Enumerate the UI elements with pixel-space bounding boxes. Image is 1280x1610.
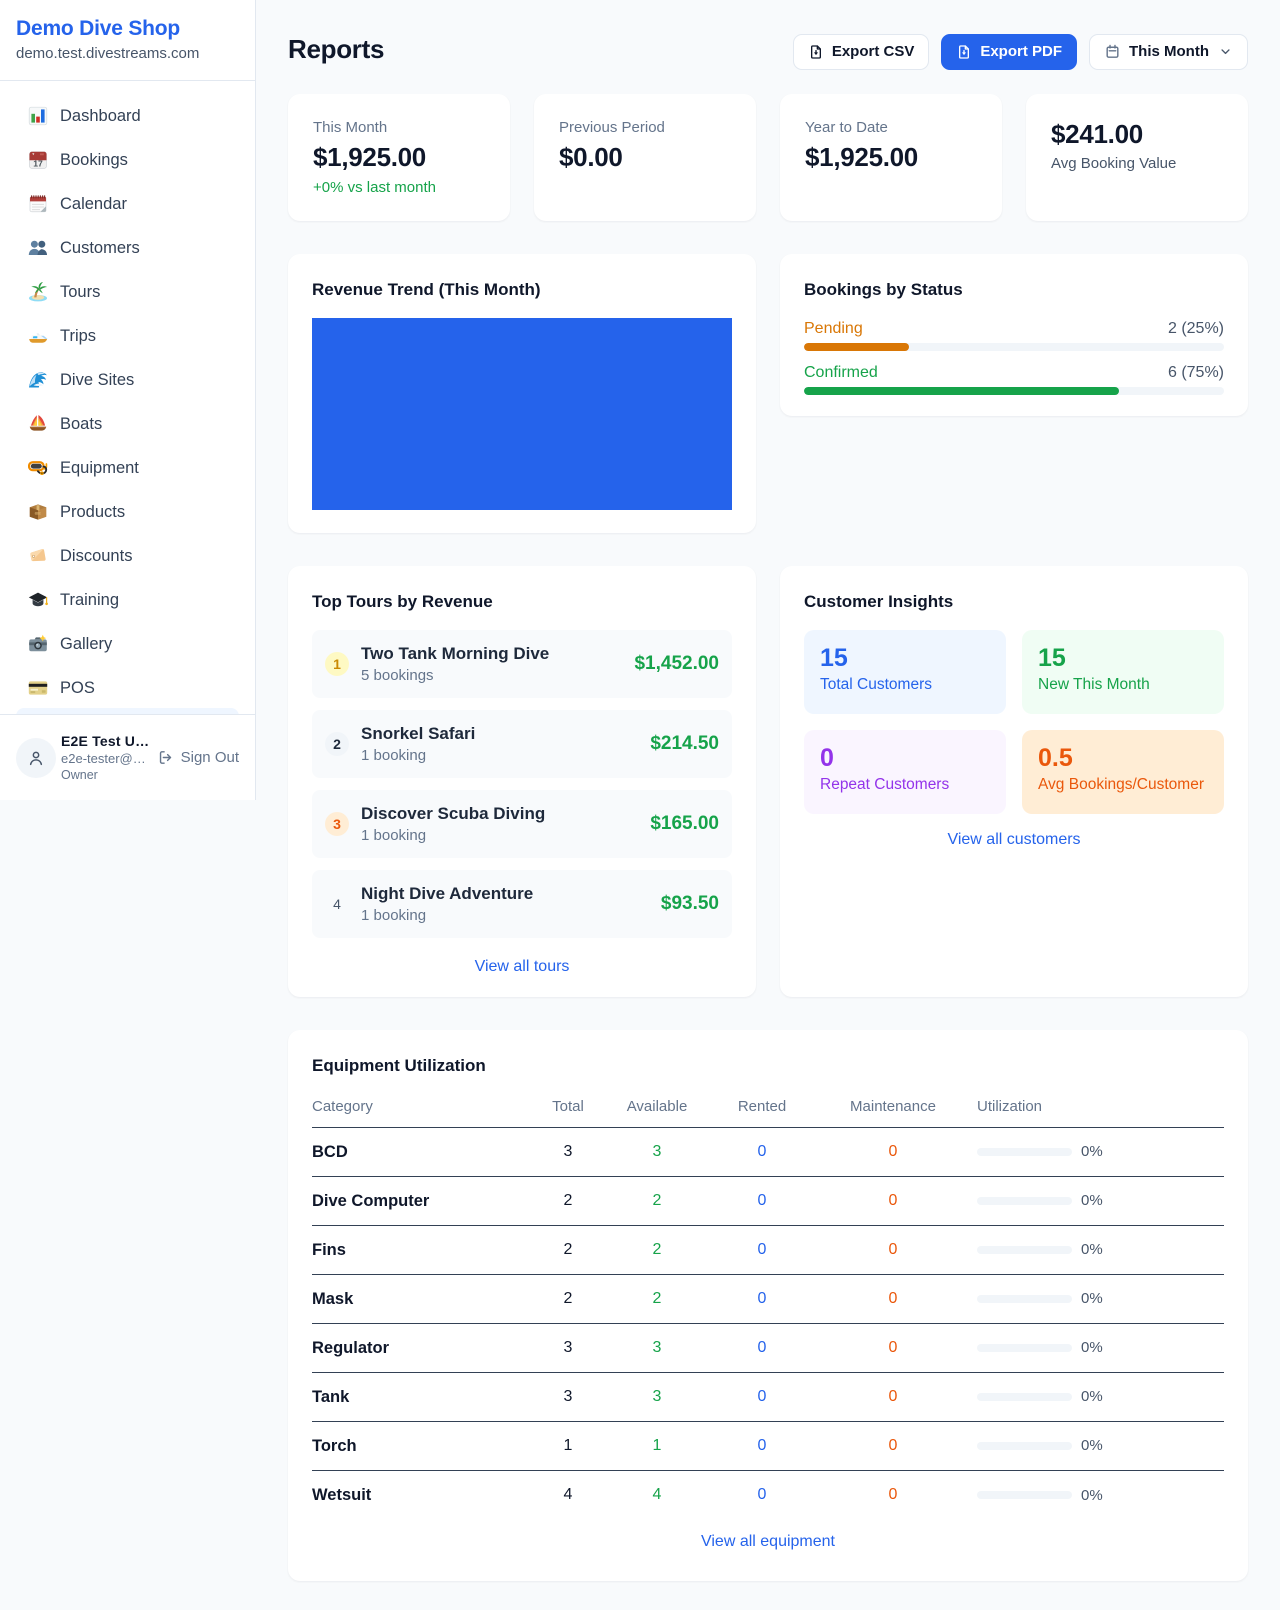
svg-text:17: 17 bbox=[33, 158, 43, 168]
